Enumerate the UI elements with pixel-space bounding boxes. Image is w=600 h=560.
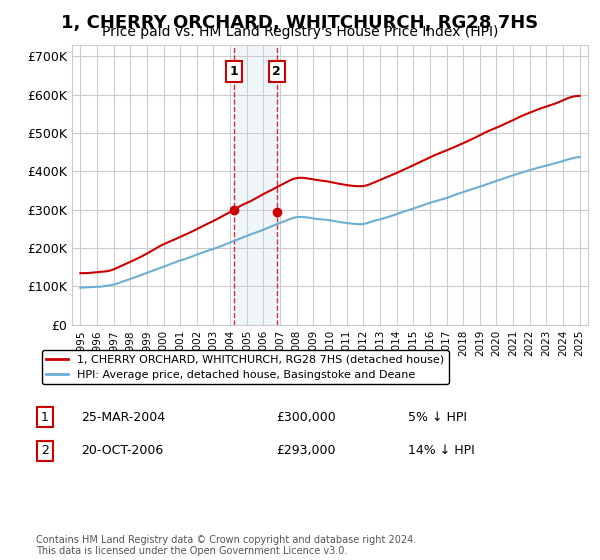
Text: 2: 2: [272, 65, 281, 78]
Text: £293,000: £293,000: [276, 444, 335, 458]
Text: 2: 2: [41, 444, 49, 458]
Text: Contains HM Land Registry data © Crown copyright and database right 2024.
This d: Contains HM Land Registry data © Crown c…: [36, 535, 416, 557]
Bar: [234, 45, 277, 325]
Text: 1: 1: [230, 65, 238, 78]
Text: 5% ↓ HPI: 5% ↓ HPI: [408, 410, 467, 424]
Text: 14% ↓ HPI: 14% ↓ HPI: [408, 444, 475, 458]
Text: 1: 1: [41, 410, 49, 424]
Text: Price paid vs. HM Land Registry's House Price Index (HPI): Price paid vs. HM Land Registry's House …: [102, 25, 498, 39]
Text: 1, CHERRY ORCHARD, WHITCHURCH, RG28 7HS: 1, CHERRY ORCHARD, WHITCHURCH, RG28 7HS: [61, 14, 539, 32]
Text: £300,000: £300,000: [276, 410, 336, 424]
Text: 25-MAR-2004: 25-MAR-2004: [81, 410, 165, 424]
Legend: 1, CHERRY ORCHARD, WHITCHURCH, RG28 7HS (detached house), HPI: Average price, de: 1, CHERRY ORCHARD, WHITCHURCH, RG28 7HS …: [41, 350, 449, 384]
Text: 20-OCT-2006: 20-OCT-2006: [81, 444, 163, 458]
